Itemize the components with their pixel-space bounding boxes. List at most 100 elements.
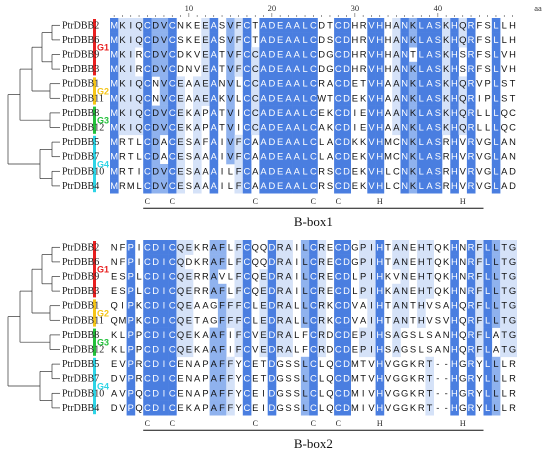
residue: V (368, 402, 375, 413)
residue-shade (134, 18, 144, 33)
residue-shade (168, 164, 177, 179)
residue: F (120, 241, 126, 252)
residue: R (468, 402, 475, 413)
residue: K (360, 151, 367, 162)
residue-shade (458, 105, 468, 121)
group-bar-g2 (93, 77, 96, 105)
residue-shade (375, 327, 385, 343)
residue: E (410, 256, 416, 267)
residue: N (401, 165, 408, 176)
residue-shade (400, 298, 410, 314)
residue: D (268, 241, 275, 252)
residue: C (310, 358, 317, 369)
residue-shade (168, 18, 177, 33)
residue: H (385, 19, 392, 30)
residue: E (252, 402, 258, 413)
group-bar-g3 (93, 106, 96, 134)
residue-shade (267, 61, 277, 77)
residue-shade (118, 18, 127, 33)
residue: V (385, 358, 392, 369)
residue: L (485, 256, 490, 267)
residue: I (262, 402, 265, 413)
residue: T (427, 373, 433, 384)
residue: T (385, 300, 391, 311)
residue: C (144, 329, 151, 340)
residue: C (310, 300, 317, 311)
residue: S (435, 314, 441, 325)
residue-shade (317, 283, 327, 299)
residue: L (136, 136, 141, 147)
residue-shade (267, 356, 277, 372)
residue: C (335, 300, 342, 311)
residue-shade (500, 283, 509, 299)
residue: L (319, 151, 324, 162)
residue: A (294, 151, 301, 162)
residue-shade (450, 164, 459, 179)
residue-shade (259, 149, 268, 165)
residue: L (485, 107, 490, 118)
residue: N (401, 256, 408, 267)
residue: K (186, 122, 193, 133)
residue: A (252, 136, 259, 147)
residue: V (227, 63, 234, 74)
residue-shade (168, 313, 177, 328)
residue: R (202, 285, 209, 296)
residue: D (268, 344, 275, 355)
residue: N (111, 241, 118, 252)
residue: F (236, 314, 242, 325)
residue-shade (276, 61, 285, 77)
residue: N (459, 256, 466, 267)
residue-shade (242, 164, 252, 179)
residue-shade (184, 269, 194, 285)
residue: C (244, 373, 251, 384)
residue: N (401, 49, 408, 60)
residue-shade (251, 105, 260, 121)
consensus-residue: C (253, 419, 258, 428)
residue-shade (483, 327, 493, 343)
residue-shade (209, 164, 219, 179)
residue: T (219, 49, 225, 60)
residue-shade (151, 298, 161, 314)
group-bar-g2 (93, 299, 96, 327)
residue-shade (226, 149, 235, 165)
residue: Q (177, 256, 184, 267)
residue: D (343, 151, 350, 162)
residue: K (119, 78, 126, 89)
residue: G (401, 402, 408, 413)
residue-shade (300, 371, 310, 387)
residue-shade (466, 149, 476, 165)
residue: D (152, 314, 159, 325)
residue-shade (292, 47, 302, 63)
residue: H (376, 107, 383, 118)
residue: E (177, 373, 183, 384)
residue: H (418, 300, 425, 311)
residue: E (177, 358, 183, 369)
residue: M (351, 402, 359, 413)
residue-shade (201, 47, 210, 63)
residue-shade (159, 105, 169, 121)
residue-shade (433, 120, 443, 136)
residue-shade (491, 386, 501, 401)
residue: C (144, 241, 151, 252)
residue-shade (110, 164, 119, 179)
residue-shade (168, 134, 177, 150)
residue: T (501, 300, 507, 311)
residue: R (468, 300, 475, 311)
residue-shade (300, 47, 310, 63)
residue: H (376, 285, 383, 296)
residue-shade (334, 91, 343, 106)
residue-shade (126, 32, 136, 48)
residue: I (295, 285, 298, 296)
residue: V (161, 165, 168, 176)
residue: C (310, 329, 317, 340)
residue-shade (450, 178, 459, 194)
residue-shade (367, 327, 376, 343)
residue: C (169, 241, 176, 252)
residue-shade (433, 149, 443, 165)
residue-shade (491, 164, 501, 179)
residue-shade (309, 149, 318, 165)
residue: D (152, 165, 159, 176)
residue: I (129, 19, 132, 30)
residue: D (268, 402, 275, 413)
residue-shade (242, 32, 252, 48)
